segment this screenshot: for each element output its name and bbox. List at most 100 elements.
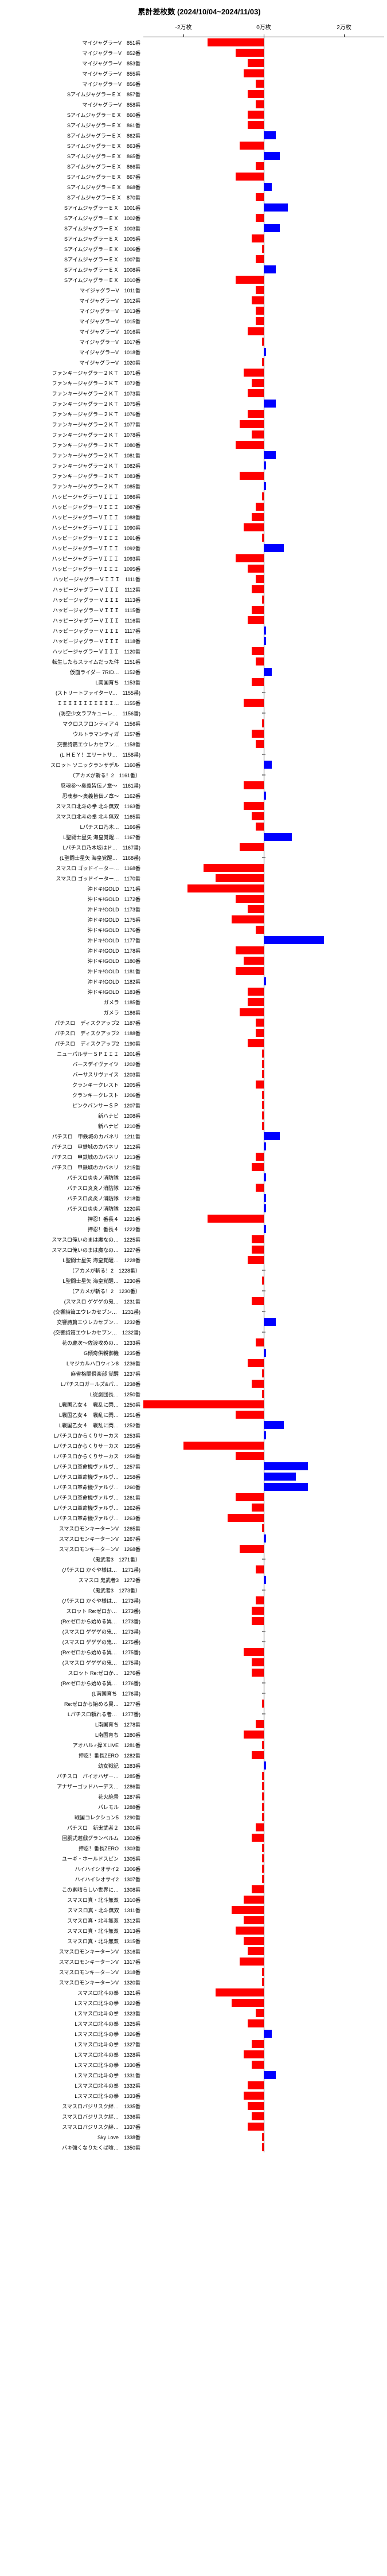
bar-area <box>143 1461 384 1471</box>
chart-row: ハッピージャグラーＶＩＩＩ 1091番 <box>143 533 384 543</box>
bar-area <box>143 2121 384 2132</box>
row-label: Lパチスロ頼れる者… 1277番) <box>6 1710 143 1718</box>
bar <box>264 1576 266 1584</box>
row-label: マイジャグラーV 856番 <box>6 80 143 88</box>
chart-row: マイジャグラーV 1012番 <box>143 295 384 306</box>
row-label: SアイムジャグラーＥＸ 867番 <box>6 173 143 181</box>
chart-row: ハッピージャグラーＶＩＩＩ 1112番 <box>143 584 384 594</box>
bar <box>252 1617 264 1625</box>
bar-area <box>143 935 384 945</box>
bar-area <box>143 1017 384 1028</box>
bar-area <box>143 605 384 615</box>
bar-area <box>143 1657 384 1667</box>
row-label: SアイムジャグラーＥＸ 860番 <box>6 111 143 119</box>
chart-row: パチスロ ディスクアップ2 1187番 <box>143 1017 384 1028</box>
bar <box>256 162 264 170</box>
bar-area <box>143 1286 384 1296</box>
bar <box>256 575 264 583</box>
row-label: 沖ドキ!GOLD 1172番 <box>6 895 143 903</box>
chart-row: スマスロモンキーターンV 1316番 <box>143 1946 384 1956</box>
bar-area <box>143 429 384 440</box>
row-label: (Re:ゼロから始める異… 1276番) <box>6 1680 143 1687</box>
bar-area <box>143 58 384 68</box>
chart-row: 沖ドキ!GOLD 1183番 <box>143 986 384 997</box>
bar-area <box>143 1420 384 1430</box>
bar <box>256 1596 264 1604</box>
chart-row: Lパチスロ革命機ヴァルヴ… 1258番 <box>143 1471 384 1482</box>
row-label: Lスマスロ北斗の拳 1328番 <box>6 2051 143 2058</box>
bar-area <box>143 1802 384 1812</box>
bar <box>252 430 264 439</box>
bar <box>236 967 264 975</box>
chart-row: スマスロバジリスク絆… 1337番 <box>143 2121 384 2132</box>
row-label: (Re:ゼロから始める異… 1275番) <box>6 1649 143 1656</box>
chart-row: パチスロ 甲鉄城のカバネリ 1212番 <box>143 1141 384 1152</box>
dash-marker <box>262 754 265 755</box>
bar <box>248 59 264 67</box>
chart-row: (Re:ゼロから始める異… 1276番) <box>143 1678 384 1688</box>
chart-row: （鬼武者3 1273番） <box>143 1585 384 1595</box>
row-label: SアイムジャグラーＥＸ 862番 <box>6 132 143 139</box>
bar <box>262 1865 264 1873</box>
chart-row: SアイムジャグラーＥＸ 1005番 <box>143 233 384 244</box>
row-label: ハッピージャグラーＶＩＩＩ 1088番 <box>6 514 143 521</box>
row-label: 花火絶景 1287番 <box>6 1793 143 1800</box>
bar-area <box>143 1925 384 1936</box>
bar-area <box>143 770 384 780</box>
bar-area <box>143 1946 384 1956</box>
chart-row: 花の慶次～佐渡攻めの… 1233番 <box>143 1337 384 1348</box>
row-label: マクロスフロンティア４ 1156番 <box>6 720 143 727</box>
bar <box>256 1565 264 1573</box>
chart-row: SアイムジャグラーＥＸ 857番 <box>143 89 384 99</box>
bar-area <box>143 1719 384 1729</box>
bar <box>187 884 264 892</box>
bar-area <box>143 1348 384 1358</box>
row-label: SアイムジャグラーＥＸ 857番 <box>6 91 143 98</box>
chart-row: ウルトラマンティガ 1157番 <box>143 729 384 739</box>
chart-row: 仮面ライダー 7RID… 1152番 <box>143 667 384 677</box>
row-label: ハッピージャグラーＶＩＩＩ 1115番 <box>6 606 143 614</box>
bar-area <box>143 1152 384 1162</box>
bar-area <box>143 1317 384 1327</box>
row-label: Re:ゼロから始める異… 1277番 <box>6 1700 143 1708</box>
chart-row: スマスロ真・北斗無双 1312番 <box>143 1915 384 1925</box>
chart-row: ハッピージャグラーＶＩＩＩ 1120番 <box>143 646 384 656</box>
row-label: パチスロ炎炎ノ消防隊 1217番 <box>6 1184 143 1192</box>
row-label: ハッピージャグラーＶＩＩＩ 1087番 <box>6 503 143 511</box>
bar-area <box>143 1440 384 1451</box>
chart-row: ハッピージャグラーＶＩＩＩ 1095番 <box>143 563 384 574</box>
bar-area <box>143 1688 384 1698</box>
row-label: SアイムジャグラーＥＸ 866番 <box>6 163 143 170</box>
chart-row: SアイムジャグラーＥＸ 1002番 <box>143 213 384 223</box>
bar <box>248 2102 264 2110</box>
bar-area <box>143 275 384 285</box>
bar <box>244 1937 264 1945</box>
chart-row: 忍魂参～奥義皆伝ノ章～ 1162番 <box>143 790 384 801</box>
row-label: （鬼武者3 1271番） <box>6 1556 143 1563</box>
row-label: ファンキージャグラー２ＫＴ 1076番 <box>6 410 143 418</box>
row-label: ファンキージャグラー２ＫＴ 1081番 <box>6 452 143 459</box>
bar <box>264 1225 266 1233</box>
row-label: パチスロ 甲鉄城のカバネリ 1213番 <box>6 1153 143 1161</box>
bar <box>262 2143 264 2151</box>
bar <box>244 957 264 965</box>
chart-row: SアイムジャグラーＥＸ 867番 <box>143 171 384 182</box>
bar <box>252 1504 264 1512</box>
chart-row: パチスロ バイオハザー… 1285番 <box>143 1771 384 1781</box>
bar <box>236 49 264 57</box>
bar-area <box>143 1616 384 1626</box>
row-label: L聖闘士星矢 海皇覚醒… 1230番 <box>6 1277 143 1285</box>
chart-row: パチスロ炎炎ノ消防隊 1217番 <box>143 1183 384 1193</box>
chart-row: ファンキージャグラー２ＫＴ 1076番 <box>143 409 384 419</box>
chart-row: 沖ドキ!GOLD 1177番 <box>143 935 384 945</box>
chart-row: ファンキージャグラー２ＫＴ 1083番 <box>143 471 384 481</box>
bar-area <box>143 646 384 656</box>
bar <box>262 1111 264 1119</box>
bar <box>262 1844 264 1852</box>
bar-area <box>143 883 384 894</box>
chart-row: Lパチスロ乃木坂はド… 1167番) <box>143 842 384 852</box>
bar <box>256 193 264 201</box>
row-label: Lパチスロガールズ&パ… 1238番 <box>6 1380 143 1388</box>
chart-row: ハッピージャグラーＶＩＩＩ 1113番 <box>143 594 384 605</box>
row-label: クランキークレスト 1206番 <box>6 1091 143 1099</box>
